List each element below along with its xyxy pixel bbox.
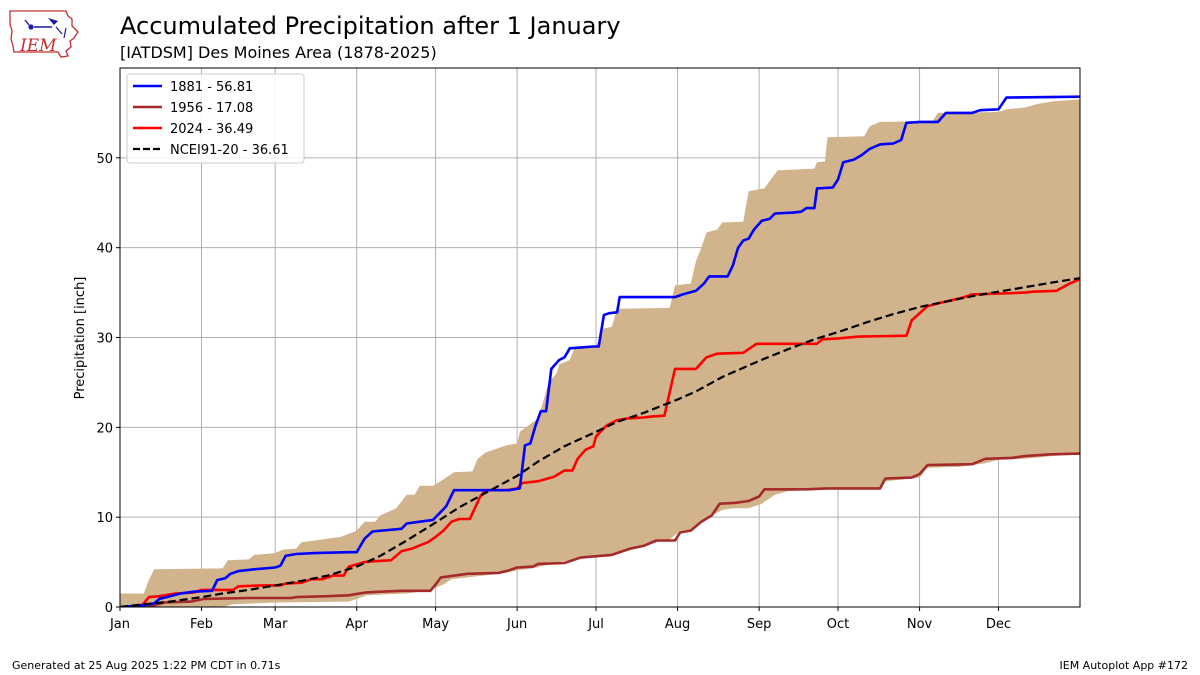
x-tick-label-11: Dec — [986, 617, 1011, 632]
y-tick-label-4: 40 — [96, 242, 113, 257]
legend-label-3: NCEI91-20 - 36.61 — [170, 143, 289, 158]
generated-note: Generated at 25 Aug 2025 1:22 PM CDT in … — [12, 659, 281, 672]
series-layer — [120, 95, 1080, 607]
y-tick-label-2: 20 — [96, 421, 113, 436]
x-tick-label-8: Sep — [747, 617, 772, 632]
legend-label-0: 1881 - 56.81 — [170, 80, 253, 95]
range-band-layer — [120, 99, 1080, 607]
y-tick-label-3: 30 — [96, 332, 113, 347]
app-credit: IEM Autoplot App #172 — [1059, 659, 1189, 672]
iowa-map-icon: IEM — [9, 10, 79, 58]
series-line-1 — [120, 452, 1080, 607]
x-tick-label-7: Aug — [665, 617, 690, 632]
legend: 1881 - 56.81 1956 - 17.08 2024 - 36.49 NCEI… — [126, 73, 305, 164]
chart-title: Accumulated Precipitation after 1 Januar… — [120, 12, 621, 40]
x-tick-label-6: Jul — [587, 617, 604, 632]
legend-label-2: 2024 - 36.49 — [170, 122, 253, 137]
series-line-0 — [120, 95, 1080, 607]
x-tick-label-9: Oct — [827, 617, 849, 632]
x-tick-label-10: Nov — [907, 617, 933, 632]
chart-subtitle: [IATDSM] Des Moines Area (1878-2025) — [120, 43, 437, 62]
y-tick-label-5: 50 — [96, 152, 113, 167]
y-axis-label: Precipitation [inch] — [73, 277, 88, 400]
svg-text:IEM: IEM — [19, 36, 57, 56]
axis-ticks: Jan Feb Mar Apr May Jun Jul Aug Sep Oct Nov Dec 0 10 2… — [96, 152, 1011, 632]
legend-label-1: 1956 - 17.08 — [170, 101, 253, 116]
iem-logo: IEM — [8, 6, 82, 64]
x-tick-label-5: Jun — [506, 617, 527, 632]
series-line-3 — [120, 277, 1080, 607]
range-band — [120, 99, 1080, 607]
x-tick-label-1: Feb — [190, 617, 213, 632]
x-tick-label-4: May — [422, 617, 449, 632]
x-tick-label-3: Apr — [345, 617, 368, 632]
x-tick-label-0: Jan — [109, 617, 130, 632]
x-tick-label-2: Mar — [263, 617, 288, 632]
legend-box — [126, 73, 305, 164]
y-tick-label-0: 0 — [105, 601, 113, 616]
y-tick-label-1: 10 — [96, 511, 113, 526]
